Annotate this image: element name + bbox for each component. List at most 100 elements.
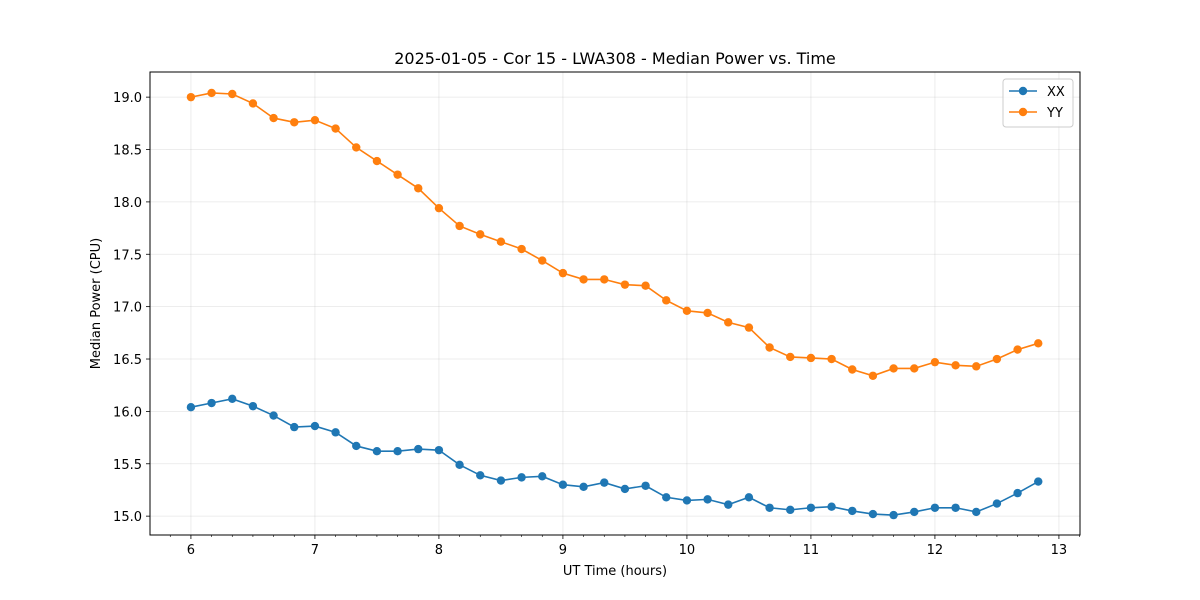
data-point-yy: [414, 184, 423, 193]
data-point-xx: [620, 484, 630, 494]
y-tick-label: 17.5: [113, 248, 142, 263]
data-point-xx: [434, 445, 444, 455]
data-point-yy: [786, 352, 795, 362]
data-point-xx: [414, 444, 423, 454]
data-point-yy: [910, 364, 919, 373]
data-point-yy: [848, 365, 857, 374]
data-point-yy: [827, 354, 836, 364]
x-axis-label: UT Time (hours): [563, 564, 667, 579]
data-point-yy: [558, 268, 568, 278]
data-point-xx: [889, 510, 898, 520]
data-point-yy: [620, 280, 630, 289]
legend-marker-xx: [1018, 86, 1028, 96]
data-point-xx: [641, 481, 650, 490]
data-point-yy: [972, 362, 981, 371]
chart-title: 2025-01-05 - Cor 15 - LWA308 - Median Po…: [394, 49, 836, 68]
data-point-yy: [744, 323, 754, 332]
x-tick-label: 7: [311, 543, 319, 558]
data-point-yy: [393, 170, 402, 179]
data-point-yy: [331, 124, 340, 133]
data-point-xx: [910, 507, 919, 517]
data-point-xx: [1034, 477, 1043, 486]
plot-frame: [149, 71, 1081, 536]
data-point-xx: [765, 503, 774, 512]
data-point-yy: [434, 203, 444, 213]
x-tick-label: 6: [187, 543, 195, 558]
data-point-xx: [786, 505, 795, 515]
data-point-xx: [930, 503, 940, 512]
x-tick-label: 11: [803, 543, 820, 558]
y-tick-label: 18.0: [113, 196, 142, 211]
data-point-xx: [951, 503, 960, 512]
legend-marker-yy: [1018, 107, 1028, 117]
legend: XX YY: [1002, 78, 1074, 128]
data-point-xx: [290, 422, 299, 432]
x-tick-label: 9: [559, 543, 567, 558]
data-point-yy: [682, 306, 692, 316]
data-point-xx: [662, 493, 671, 502]
data-point-yy: [207, 88, 216, 98]
data-point-xx: [972, 507, 981, 517]
data-point-xx: [703, 495, 712, 504]
legend-label-yy: YY: [1046, 106, 1063, 121]
data-point-yy: [517, 244, 526, 254]
data-point-xx: [228, 394, 237, 404]
y-tick-label: 16.0: [113, 405, 142, 420]
y-tick-label: 17.0: [113, 301, 142, 316]
data-point-yy: [476, 230, 485, 239]
x-tick-label: 12: [927, 543, 944, 558]
data-point-yy: [662, 296, 671, 305]
axis-ticks: 6 7 8 9 10 11 12 13 15.0 15.5 16.0 16.5 17.0 17.5 18.0…: [113, 91, 1080, 558]
data-point-xx: [1013, 488, 1022, 498]
data-point-yy: [455, 221, 464, 231]
data-point-yy: [889, 364, 898, 373]
data-point-xx: [992, 499, 1002, 508]
data-point-yy: [269, 113, 278, 123]
data-point-xx: [248, 401, 258, 411]
data-point-yy: [372, 156, 382, 166]
data-point-xx: [600, 478, 609, 487]
data-point-yy: [951, 361, 960, 370]
y-axis-label: Median Power (CPU): [89, 238, 104, 369]
series-xx: [186, 394, 1043, 520]
data-point-xx: [476, 471, 485, 480]
data-point-yy: [1013, 345, 1022, 354]
data-point-yy: [228, 89, 237, 99]
data-point-yy: [538, 256, 547, 265]
data-point-yy: [703, 308, 712, 318]
data-point-xx: [744, 493, 754, 502]
data-point-xx: [372, 446, 382, 456]
data-point-yy: [724, 318, 733, 327]
data-point-yy: [1034, 339, 1043, 348]
data-point-xx: [455, 460, 464, 470]
data-point-yy: [765, 343, 774, 352]
series-layer: [186, 88, 1043, 520]
data-point-xx: [496, 476, 506, 485]
data-point-xx: [310, 421, 320, 431]
grid: [150, 72, 1080, 535]
data-point-xx: [806, 503, 816, 512]
data-point-yy: [600, 275, 609, 284]
data-point-yy: [496, 237, 506, 246]
series-yy: [186, 88, 1043, 380]
x-tick-label: 10: [679, 543, 696, 558]
data-point-xx: [827, 502, 836, 511]
y-tick-label: 18.5: [113, 144, 142, 159]
data-point-yy: [248, 99, 258, 108]
data-point-yy: [641, 281, 650, 290]
x-tick-label: 8: [435, 543, 443, 558]
data-point-xx: [868, 509, 878, 519]
data-point-yy: [310, 115, 320, 125]
data-point-xx: [724, 500, 733, 509]
data-point-yy: [806, 353, 816, 363]
y-tick-label: 16.5: [113, 353, 142, 368]
data-point-yy: [352, 143, 361, 152]
data-point-yy: [930, 357, 940, 367]
data-point-xx: [682, 496, 692, 505]
data-point-xx: [538, 472, 547, 481]
data-point-xx: [558, 480, 568, 489]
data-point-xx: [269, 411, 278, 420]
legend-label-xx: XX: [1047, 85, 1065, 100]
